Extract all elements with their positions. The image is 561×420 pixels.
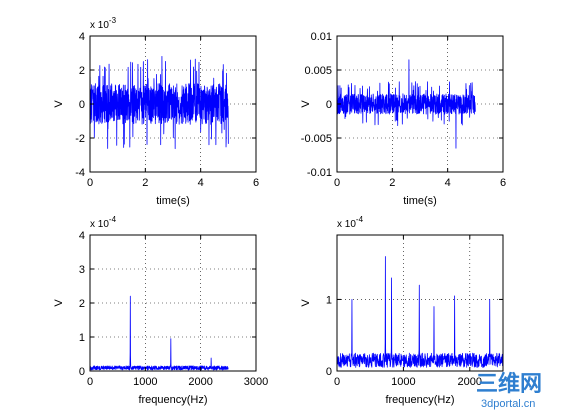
x-tick-label: 0 bbox=[87, 376, 93, 388]
y-tick-label: -0.005 bbox=[301, 133, 332, 145]
x-axis-label: time(s) bbox=[156, 195, 190, 207]
y-tick-label: -0.01 bbox=[307, 167, 332, 179]
y-exponent-label: x 10-4 bbox=[90, 215, 117, 230]
y-tick-label: -4 bbox=[75, 167, 85, 179]
x-tick-label: 4 bbox=[198, 177, 204, 189]
y-tick-label: 0 bbox=[79, 366, 85, 378]
series-line bbox=[89, 295, 229, 371]
y-tick-label: 1 bbox=[79, 332, 85, 344]
x-tick-label: 1000 bbox=[391, 376, 415, 388]
x-tick-label: 4 bbox=[445, 177, 451, 189]
x-tick-label: 0 bbox=[87, 177, 93, 189]
x-tick-label: 0 bbox=[334, 177, 340, 189]
y-tick-label: 0 bbox=[79, 99, 85, 111]
y-tick-label: 2 bbox=[79, 65, 85, 77]
plot-area bbox=[90, 235, 256, 371]
y-tick-label: 4 bbox=[79, 230, 85, 242]
x-tick-label: 0 bbox=[334, 376, 340, 388]
x-tick-label: 2 bbox=[389, 177, 395, 189]
subplot-1: 0 2 4 6 -4 -2 0 2 4 time(s) Vx 10-3 bbox=[53, 16, 259, 207]
x-tick-label: 1000 bbox=[133, 376, 157, 388]
y-axis-label: V bbox=[53, 100, 65, 108]
y-tick-label: 2 bbox=[79, 298, 85, 310]
x-tick-label: 3000 bbox=[244, 376, 268, 388]
y-tick-label: 0.005 bbox=[304, 65, 332, 77]
x-axis-label: time(s) bbox=[403, 195, 437, 207]
y-axis-label: V bbox=[300, 100, 312, 108]
series-line bbox=[336, 59, 476, 149]
series-line bbox=[89, 56, 229, 150]
x-tick-label: 2000 bbox=[458, 376, 482, 388]
y-tick-label: 0.01 bbox=[311, 31, 332, 43]
x-axis-label: frequency(Hz) bbox=[385, 394, 454, 406]
series-line bbox=[336, 256, 504, 368]
watermark-url: 3dportal.cn bbox=[481, 398, 535, 410]
subplot-2: 0 2 4 6 -0.01 -0.005 0 0.005 0.01 time(s) V bbox=[300, 31, 506, 207]
y-exponent-label: x 10-3 bbox=[90, 16, 117, 31]
x-tick-label: 2 bbox=[142, 177, 148, 189]
y-tick-label: 0 bbox=[326, 99, 332, 111]
subplot-grid: 0 2 4 6 -4 -2 0 2 4 time(s) Vx 10-3 0 2 4 6 -0.01 -0.005… bbox=[53, 16, 506, 406]
y-axis-label: V bbox=[300, 299, 312, 307]
y-tick-label: 4 bbox=[79, 31, 85, 43]
axes-frame bbox=[336, 234, 504, 372]
y-tick-label: 0 bbox=[326, 366, 332, 378]
watermark-logo-text: 三维网 bbox=[476, 371, 542, 397]
x-axis-label: frequency(Hz) bbox=[138, 394, 207, 406]
plot-area bbox=[337, 235, 503, 371]
subplot-4: 0 1000 2000 0 1 frequency(Hz) Vx 10-4 bbox=[300, 215, 504, 406]
y-tick-label: -2 bbox=[75, 133, 85, 145]
y-tick-label: 1 bbox=[326, 294, 332, 306]
x-tick-label: 6 bbox=[500, 177, 506, 189]
subplot-3: 0 1000 2000 3000 0 1 2 3 4 frequency(Hz) Vx 10-4 bbox=[53, 215, 268, 406]
x-tick-label: 2000 bbox=[188, 376, 212, 388]
y-axis-label: V bbox=[53, 299, 65, 307]
x-tick-label: 6 bbox=[253, 177, 259, 189]
y-tick-label: 3 bbox=[79, 264, 85, 276]
y-exponent-label: x 10-4 bbox=[337, 215, 364, 230]
watermark: 三维网 3dportal.cn bbox=[476, 371, 542, 410]
